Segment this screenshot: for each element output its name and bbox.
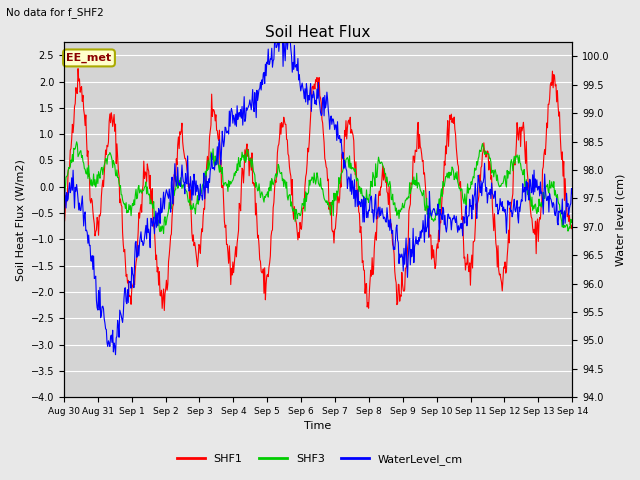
WaterLevel_cm <box>201 196 209 202</box>
SHF3 <box>69 158 77 164</box>
Line: SHF1: SHF1 <box>64 69 572 311</box>
SHF3 <box>175 185 182 191</box>
Y-axis label: Soil Heat Flux (W/m2): Soil Heat Flux (W/m2) <box>15 159 25 281</box>
SHF3 <box>568 217 576 223</box>
Legend: SHF1, SHF3, WaterLevel_cm: SHF1, SHF3, WaterLevel_cm <box>172 450 468 469</box>
SHF3 <box>60 183 68 189</box>
SHF1 <box>161 308 168 313</box>
WaterLevel_cm <box>174 165 182 170</box>
WaterLevel_cm <box>271 30 279 36</box>
SHF1 <box>202 186 209 192</box>
WaterLevel_cm <box>111 352 119 358</box>
Y-axis label: Water level (cm): Water level (cm) <box>615 173 625 266</box>
X-axis label: Time: Time <box>305 421 332 432</box>
WaterLevel_cm <box>122 299 130 305</box>
WaterLevel_cm <box>381 215 388 221</box>
SHF3 <box>122 200 130 205</box>
Line: WaterLevel_cm: WaterLevel_cm <box>64 33 572 355</box>
WaterLevel_cm <box>69 168 77 173</box>
SHF1 <box>381 175 388 180</box>
SHF3 <box>381 171 388 177</box>
SHF3 <box>160 230 168 236</box>
SHF1 <box>568 222 576 228</box>
Title: Soil Heat Flux: Soil Heat Flux <box>266 24 371 39</box>
SHF1 <box>122 274 130 279</box>
Text: EE_met: EE_met <box>67 53 111 63</box>
SHF3 <box>73 139 81 144</box>
WaterLevel_cm <box>396 251 404 257</box>
SHF1 <box>60 218 68 224</box>
SHF1 <box>396 298 404 304</box>
SHF3 <box>396 207 404 213</box>
SHF1 <box>175 134 182 140</box>
Text: No data for f_SHF2: No data for f_SHF2 <box>6 7 104 18</box>
Line: SHF3: SHF3 <box>64 142 572 233</box>
SHF1 <box>69 130 77 135</box>
SHF1 <box>74 66 82 72</box>
WaterLevel_cm <box>568 191 576 196</box>
SHF3 <box>202 168 209 174</box>
WaterLevel_cm <box>60 192 68 197</box>
